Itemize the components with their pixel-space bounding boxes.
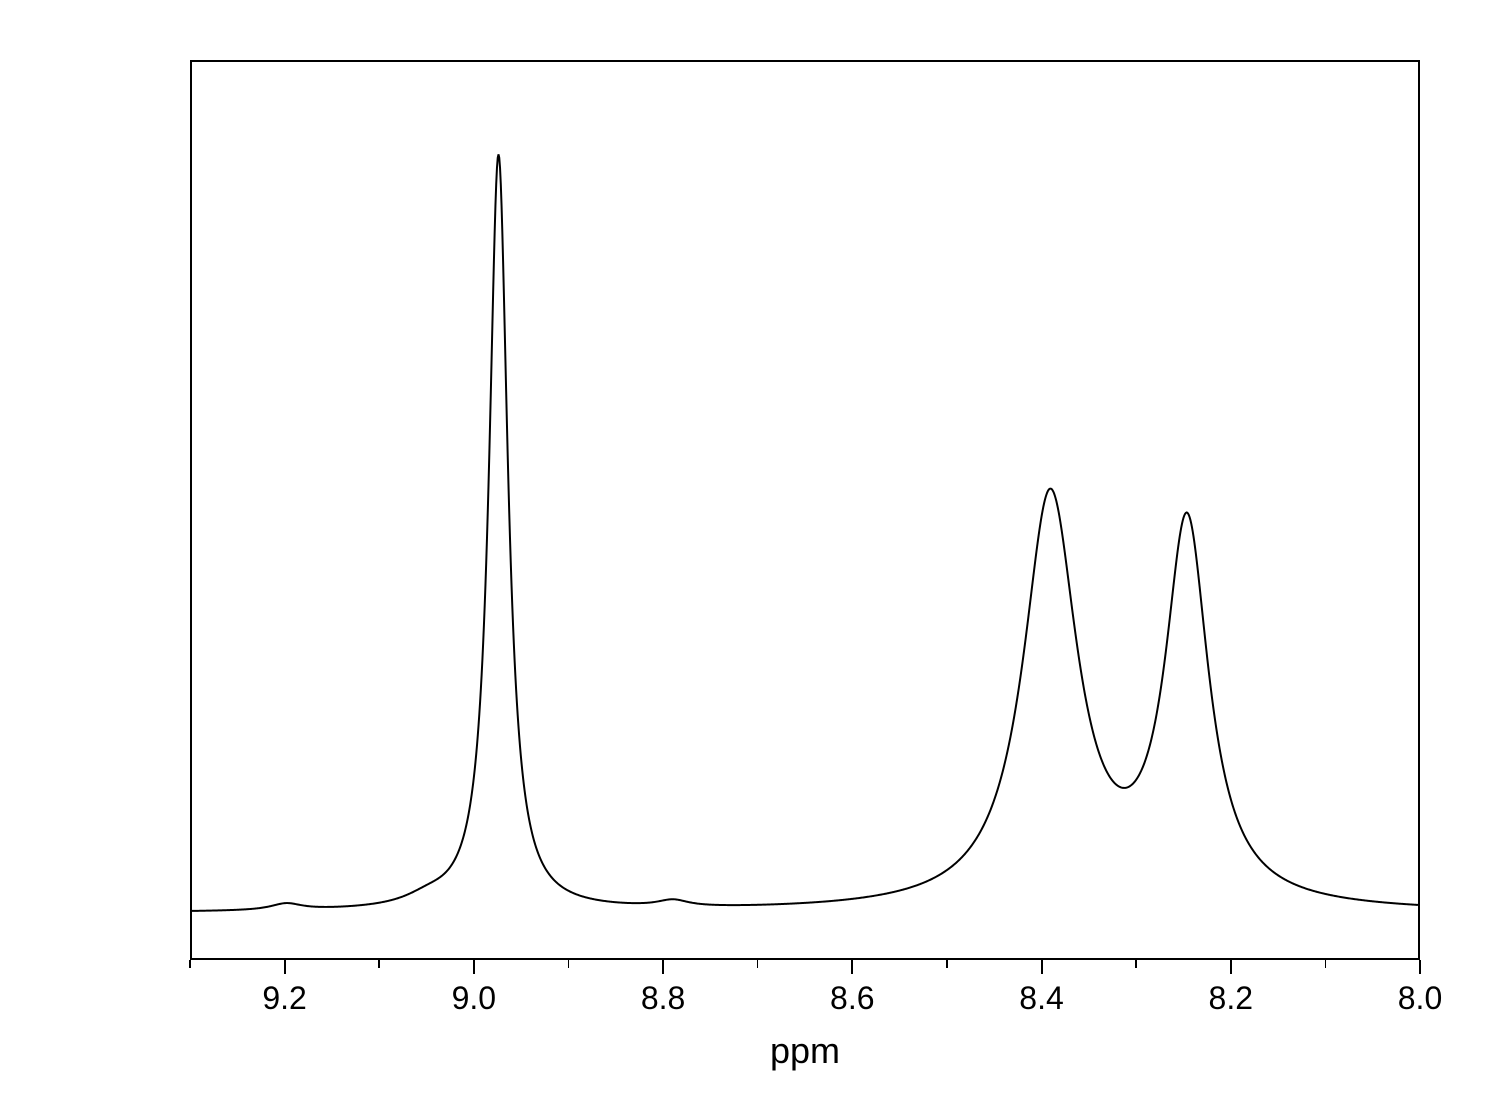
- nmr-spectrum-chart: 9.29.08.88.68.48.28.0 ppm: [190, 60, 1420, 960]
- plot-area: [190, 60, 1420, 960]
- x-tick-minor: [378, 960, 380, 968]
- x-tick-label: 8.8: [641, 980, 685, 1017]
- x-tick-label: 8.4: [1019, 980, 1063, 1017]
- spectrum-line: [192, 62, 1418, 958]
- x-tick-minor: [1325, 960, 1327, 968]
- x-tick-major: [473, 960, 475, 974]
- x-tick-label: 9.0: [452, 980, 496, 1017]
- x-tick-label: 8.0: [1398, 980, 1442, 1017]
- x-tick-major: [851, 960, 853, 974]
- x-tick-major: [1419, 960, 1421, 974]
- x-tick-major: [1041, 960, 1043, 974]
- x-tick-minor: [568, 960, 570, 968]
- x-tick-minor: [189, 960, 191, 968]
- x-tick-minor: [1135, 960, 1137, 968]
- x-tick-major: [284, 960, 286, 974]
- x-tick-major: [1230, 960, 1232, 974]
- x-tick-major: [662, 960, 664, 974]
- x-tick-minor: [946, 960, 948, 968]
- x-tick-label: 8.6: [830, 980, 874, 1017]
- x-axis-label: ppm: [770, 1030, 840, 1072]
- x-tick-label: 9.2: [262, 980, 306, 1017]
- x-tick-minor: [757, 960, 759, 968]
- x-tick-label: 8.2: [1209, 980, 1253, 1017]
